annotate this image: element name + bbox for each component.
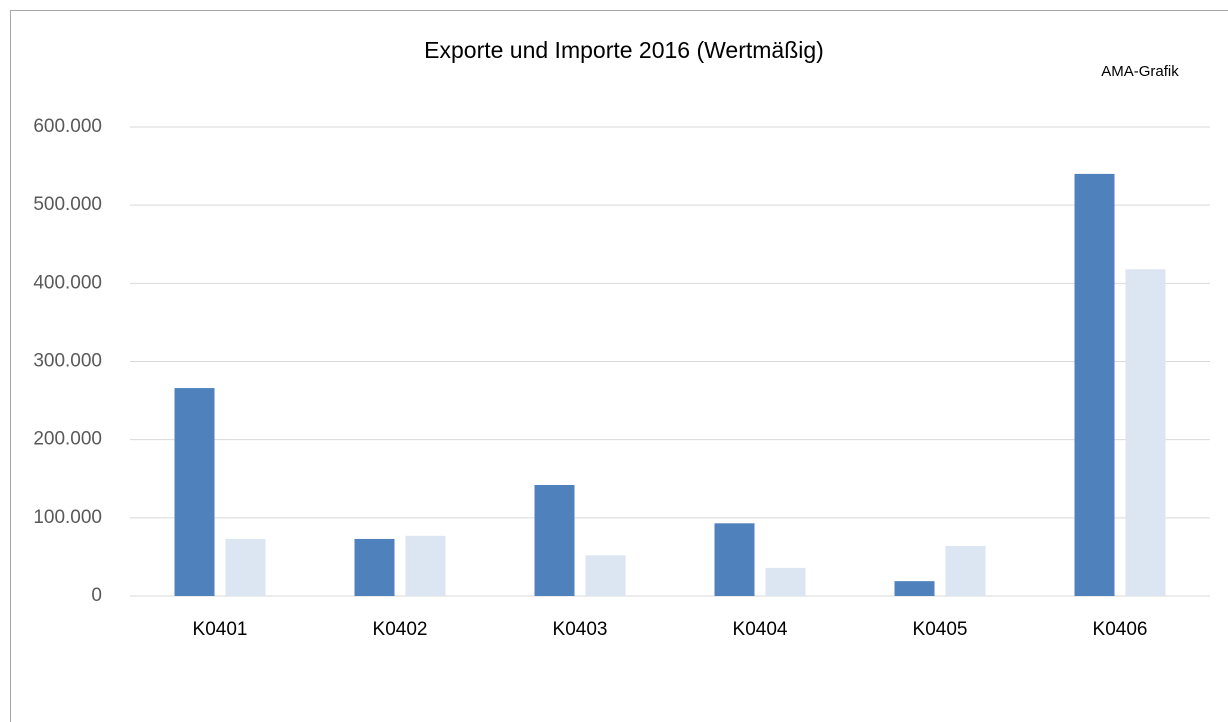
x-tick-label: K0402 [373, 619, 428, 640]
chart-frame [10, 10, 1228, 722]
bar [765, 567, 806, 596]
x-tick-label: K0401 [193, 619, 248, 640]
bar [174, 388, 215, 596]
x-tick-label: K0405 [913, 619, 968, 640]
x-tick-label: K0406 [1093, 619, 1148, 640]
y-tick-label: 600.000 [33, 116, 102, 137]
y-tick-label: 200.000 [33, 429, 102, 450]
bar [405, 535, 446, 596]
annotation: AMA-Grafik [1101, 63, 1179, 80]
y-tick-label: 400.000 [33, 272, 102, 293]
chart-title: Exporte und Importe 2016 (Wertmäßig) [424, 37, 824, 63]
bar [714, 523, 755, 596]
bar [585, 555, 626, 596]
bar [1074, 173, 1115, 596]
x-tick-label: K0404 [733, 619, 788, 640]
bar [894, 581, 935, 596]
bar [354, 538, 395, 596]
y-tick-label: 0 [91, 585, 102, 606]
y-tick-label: 300.000 [33, 351, 102, 372]
bar [945, 545, 986, 596]
bar [1125, 269, 1166, 596]
y-tick-label: 500.000 [33, 194, 102, 215]
y-tick-label: 100.000 [33, 507, 102, 528]
bar [225, 538, 266, 596]
bar [534, 485, 575, 596]
x-tick-label: K0403 [553, 619, 608, 640]
